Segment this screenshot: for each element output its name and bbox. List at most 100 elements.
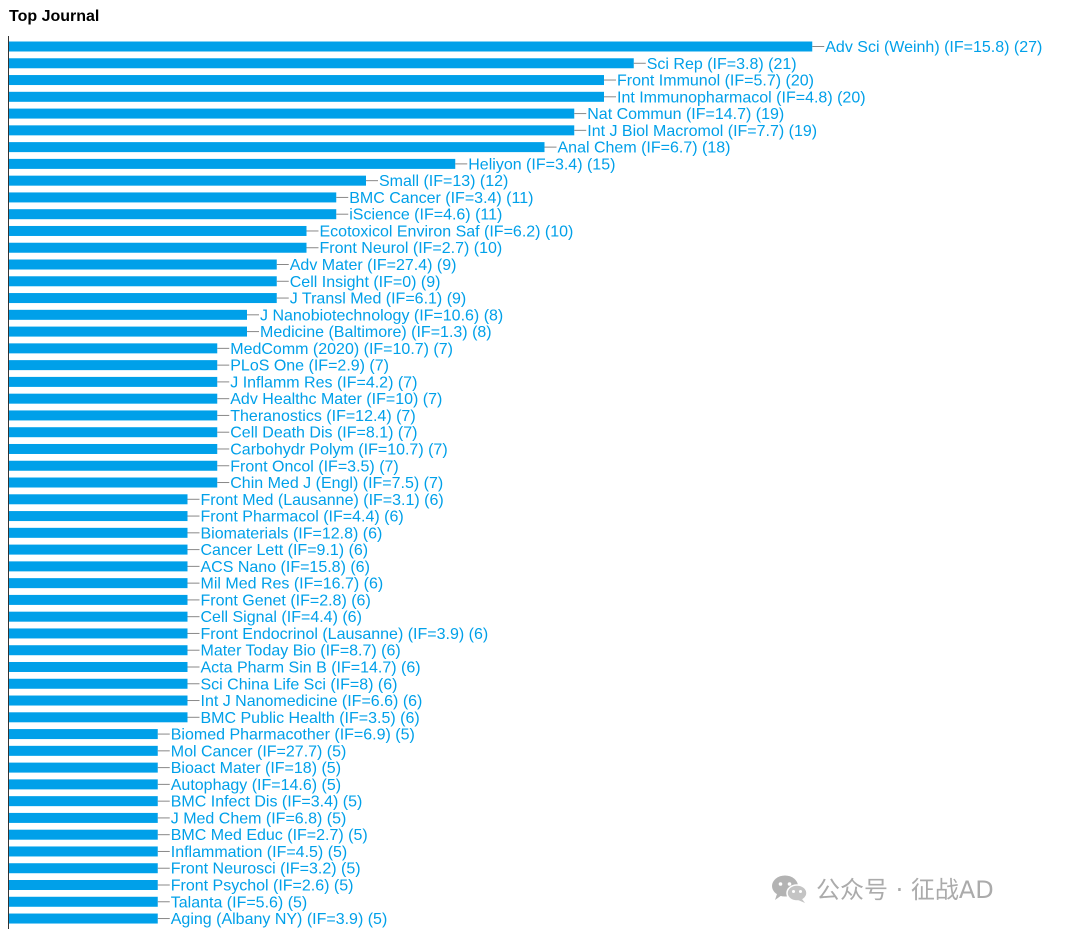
bar-label-40: BMC Public Health (IF=3.5) (6) [201,710,420,727]
bar-label-28: Front Pharmacol (IF=4.4) (6) [201,509,404,526]
bar-20 [9,376,218,387]
bar-4 [9,108,575,119]
bar-label-13: Adv Mater (IF=27.4) (9) [290,257,457,274]
bar-19 [9,360,218,371]
bar-label-8: Small (IF=13) (12) [379,173,508,190]
bar-40 [9,712,188,723]
bar-label-1: Sci Rep (IF=3.8) (21) [647,56,797,73]
bar-18 [9,343,218,354]
bar-28 [9,511,188,522]
bar-label-52: Aging (Albany NY) (IF=3.9) (5) [171,911,388,928]
bars-group: Adv Sci (Weinh) (IF=15.8) (27) Sci Rep (I… [9,39,1042,928]
bar-label-18: MedComm (2020) (IF=10.7) (7) [230,341,453,358]
bar-41 [9,729,158,740]
bar-7 [9,158,456,169]
bar-label-20: J Inflamm Res (IF=4.2) (7) [230,374,417,391]
bar-label-39: Int J Nanomedicine (IF=6.6) (6) [201,693,423,710]
bar-8 [9,175,366,186]
bar-label-51: Talanta (IF=5.6) (5) [171,894,308,911]
bar-label-21: Adv Healthc Mater (IF=10) (7) [230,391,442,408]
bar-23 [9,427,218,438]
bar-11 [9,225,307,236]
bar-2 [9,75,604,86]
bar-label-38: Sci China Life Sci (IF=8) (6) [201,676,398,693]
bar-32 [9,578,188,589]
bar-label-7: Heliyon (IF=3.4) (15) [468,156,615,173]
chart-title: Top Journal [9,8,100,25]
bar-label-27: Front Med (Lausanne) (IF=3.1) (6) [201,492,444,509]
bar-51 [9,896,158,907]
bar-37 [9,661,188,672]
bar-25 [9,460,218,471]
bar-label-6: Anal Chem (IF=6.7) (18) [558,140,731,157]
bar-label-41: Biomed Pharmacother (IF=6.9) (5) [171,727,415,744]
bar-48 [9,846,158,857]
bar-label-19: PLoS One (IF=2.9) (7) [230,358,389,375]
bar-26 [9,477,218,488]
bar-label-48: Inflammation (IF=4.5) (5) [171,844,348,861]
bar-47 [9,829,158,840]
bar-label-37: Acta Pharm Sin B (IF=14.7) (6) [201,659,421,676]
bar-36 [9,645,188,656]
bar-label-46: J Med Chem (IF=6.8) (5) [171,810,347,827]
wechat-icon [772,875,808,903]
bar-label-49: Front Neurosci (IF=3.2) (5) [171,861,361,878]
bar-43 [9,762,158,773]
watermark-text: 公众号 · 征战AD [816,876,994,904]
bar-label-32: Mil Med Res (IF=16.7) (6) [201,576,384,593]
bar-17 [9,326,247,337]
bar-12 [9,242,307,253]
bar-label-11: Ecotoxicol Environ Saf (IF=6.2) (10) [320,223,574,240]
bar-45 [9,796,158,807]
bar-label-16: J Nanobiotechnology (IF=10.6) (8) [260,307,503,324]
bar-30 [9,544,188,555]
bar-0 [9,41,813,52]
bar-label-45: BMC Infect Dis (IF=3.4) (5) [171,794,363,811]
bar-46 [9,812,158,823]
bar-label-26: Chin Med J (Engl) (IF=7.5) (7) [230,475,443,492]
bar-6 [9,142,545,153]
bar-label-34: Cell Signal (IF=4.4) (6) [201,609,362,626]
bar-13 [9,259,277,270]
bar-label-50: Front Psychol (IF=2.6) (5) [171,878,354,895]
bar-15 [9,293,277,304]
bar-label-33: Front Genet (IF=2.8) (6) [201,592,371,609]
bar-label-35: Front Endocrinol (Lausanne) (IF=3.9) (6) [201,626,489,643]
bar-label-9: BMC Cancer (IF=3.4) (11) [349,190,533,207]
bar-44 [9,779,158,790]
bar-38 [9,678,188,689]
bar-label-14: Cell Insight (IF=0) (9) [290,274,441,291]
watermark: 公众号 · 征战AD [770,870,994,905]
bar-14 [9,276,277,287]
bar-31 [9,561,188,572]
bar-label-25: Front Oncol (IF=3.5) (7) [230,458,399,475]
bar-21 [9,393,218,404]
bar-label-3: Int Immunopharmacol (IF=4.8) (20) [617,89,866,106]
bar-49 [9,863,158,874]
bar-24 [9,443,218,454]
bar-label-23: Cell Death Dis (IF=8.1) (7) [230,425,417,442]
bar-10 [9,209,337,220]
bar-29 [9,527,188,538]
bar-label-44: Autophagy (IF=14.6) (5) [171,777,341,794]
bar-label-29: Biomaterials (IF=12.8) (6) [201,525,383,542]
bar-9 [9,192,337,203]
bar-label-0: Adv Sci (Weinh) (IF=15.8) (27) [825,39,1042,56]
bar-33 [9,594,188,605]
bar-label-10: iScience (IF=4.6) (11) [349,207,502,224]
bar-label-31: ACS Nano (IF=15.8) (6) [201,559,370,576]
bar-label-30: Cancer Lett (IF=9.1) (6) [201,542,369,559]
bar-label-43: Bioact Mater (IF=18) (5) [171,760,341,777]
bar-5 [9,125,575,136]
bar-1 [9,58,634,69]
bar-label-5: Int J Biol Macromol (IF=7.7) (19) [587,123,817,140]
bar-label-47: BMC Med Educ (IF=2.7) (5) [171,827,368,844]
bar-label-24: Carbohydr Polym (IF=10.7) (7) [230,441,447,458]
bar-42 [9,745,158,756]
bar-27 [9,494,188,505]
bar-3 [9,91,604,102]
bar-39 [9,695,188,706]
bar-label-2: Front Immunol (IF=5.7) (20) [617,73,814,90]
bar-35 [9,628,188,639]
